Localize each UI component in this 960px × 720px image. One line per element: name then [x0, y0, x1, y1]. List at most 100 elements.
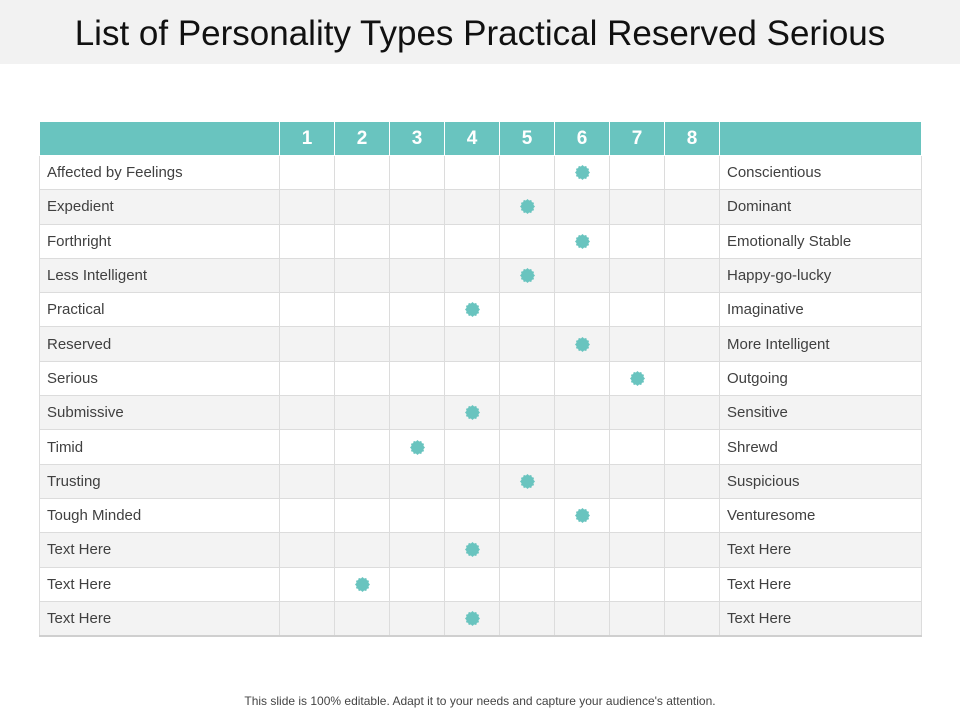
personality-table: 1 2 3 4 5 6 7 8 Affected by Feelings Cons…	[39, 121, 922, 637]
score-cell	[499, 189, 555, 225]
score-cell	[609, 360, 665, 397]
score-cell	[389, 360, 445, 397]
score-cell	[444, 600, 500, 637]
score-cell	[609, 532, 665, 568]
score-cell	[499, 223, 555, 259]
table-row: Text Here Text Here	[39, 566, 922, 602]
table-row: Affected by Feelings Conscientious	[39, 154, 922, 191]
score-cell	[279, 566, 335, 602]
score-cell	[444, 189, 500, 225]
score-cell	[444, 497, 500, 534]
badge-dot-icon	[574, 508, 590, 524]
trait-right-label: Sensitive	[719, 395, 922, 431]
badge-dot-icon	[574, 233, 590, 249]
badge-dot-icon	[464, 542, 480, 558]
score-cell	[499, 566, 555, 602]
badge-dot-icon	[464, 610, 480, 626]
score-cell	[444, 532, 500, 568]
score-cell	[554, 463, 610, 499]
score-cell	[279, 600, 335, 637]
trait-left-label: Text Here	[39, 600, 280, 637]
badge-dot-icon	[409, 439, 425, 455]
trait-left-label: Submissive	[39, 395, 280, 431]
trait-right-label: Text Here	[719, 532, 922, 568]
table-row: Tough Minded Venturesome	[39, 497, 922, 534]
score-cell	[389, 600, 445, 637]
badge-dot-icon	[464, 302, 480, 318]
score-cell	[334, 600, 390, 637]
score-cell	[664, 326, 720, 362]
score-cell	[554, 223, 610, 259]
footer-note: This slide is 100% editable. Adapt it to…	[244, 694, 716, 708]
table-row: Less Intelligent Happy-go-lucky	[39, 257, 922, 294]
score-cell	[389, 429, 445, 465]
header-row: 1 2 3 4 5 6 7 8	[39, 121, 922, 156]
score-cell	[554, 429, 610, 465]
trait-left-label: Tough Minded	[39, 497, 280, 534]
badge-dot-icon	[464, 405, 480, 421]
score-cell	[334, 154, 390, 191]
trait-left-label: Reserved	[39, 326, 280, 362]
table-row: Trusting Suspicious	[39, 463, 922, 499]
trait-right-label: Emotionally Stable	[719, 223, 922, 259]
score-cell	[499, 292, 555, 328]
score-cell	[499, 532, 555, 568]
score-cell	[609, 497, 665, 534]
trait-right-label: Outgoing	[719, 360, 922, 397]
score-cell	[499, 463, 555, 499]
score-cell	[279, 257, 335, 294]
score-cell	[609, 154, 665, 191]
trait-left-label: Text Here	[39, 566, 280, 602]
score-cell	[334, 497, 390, 534]
score-cell	[499, 600, 555, 637]
trait-right-label: Venturesome	[719, 497, 922, 534]
table-row: Text Here Text Here	[39, 600, 922, 637]
table-row: Expedient Dominant	[39, 189, 922, 225]
score-cell	[664, 154, 720, 191]
score-cell	[609, 223, 665, 259]
badge-dot-icon	[519, 199, 535, 215]
score-cell	[444, 326, 500, 362]
badge-dot-icon	[574, 165, 590, 181]
score-cell	[279, 463, 335, 499]
scale-header: 3	[389, 121, 445, 156]
score-cell	[664, 189, 720, 225]
score-cell	[664, 532, 720, 568]
score-cell	[279, 223, 335, 259]
score-cell	[279, 154, 335, 191]
trait-left-label: Serious	[39, 360, 280, 397]
score-cell	[664, 360, 720, 397]
score-cell	[389, 532, 445, 568]
badge-dot-icon	[519, 473, 535, 489]
score-cell	[389, 463, 445, 499]
score-cell	[499, 154, 555, 191]
score-cell	[279, 429, 335, 465]
score-cell	[554, 566, 610, 602]
table-row: Reserved More Intelligent	[39, 326, 922, 362]
scale-header: 5	[499, 121, 555, 156]
score-cell	[554, 600, 610, 637]
table-row: Submissive Sensitive	[39, 395, 922, 431]
score-cell	[444, 257, 500, 294]
score-cell	[554, 292, 610, 328]
score-cell	[334, 532, 390, 568]
trait-right-label: Shrewd	[719, 429, 922, 465]
header-right-blank	[719, 121, 922, 156]
score-cell	[554, 497, 610, 534]
score-cell	[664, 223, 720, 259]
score-cell	[444, 566, 500, 602]
score-cell	[389, 257, 445, 294]
score-cell	[609, 189, 665, 225]
score-cell	[279, 326, 335, 362]
trait-left-label: Expedient	[39, 189, 280, 225]
score-cell	[664, 600, 720, 637]
score-cell	[554, 257, 610, 294]
score-cell	[389, 395, 445, 431]
scale-header: 1	[279, 121, 335, 156]
table-row: Forthright Emotionally Stable	[39, 223, 922, 259]
score-cell	[664, 429, 720, 465]
score-cell	[499, 395, 555, 431]
score-cell	[664, 497, 720, 534]
scale-header: 8	[664, 121, 720, 156]
score-cell	[279, 395, 335, 431]
